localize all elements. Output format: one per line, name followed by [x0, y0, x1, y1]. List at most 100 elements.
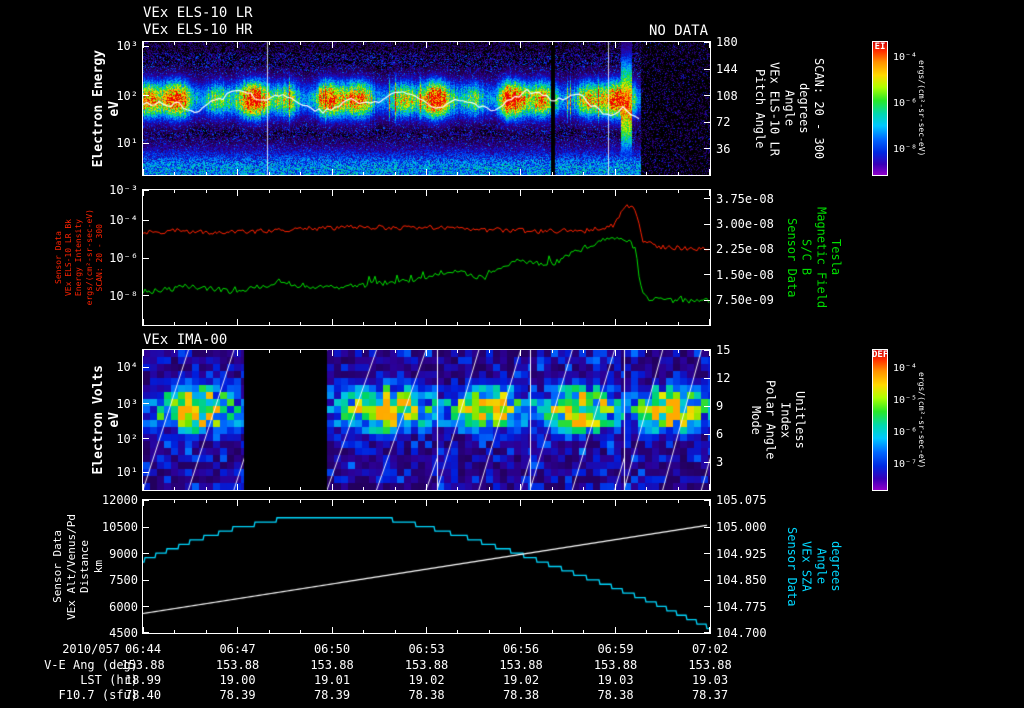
- bottom-row-value: 19.03: [597, 673, 634, 687]
- axis-tick-mark: [332, 169, 333, 175]
- axis-tick-mark: [704, 500, 710, 501]
- axis-tick-mark: [269, 630, 270, 633]
- bottom-row-value: 153.88: [688, 658, 732, 672]
- p1-right-tick-label: 180: [716, 35, 738, 50]
- panel-ima-spectrogram: [142, 349, 711, 491]
- axis-tick-mark: [143, 500, 144, 506]
- p3-left-tick-label: 10¹: [116, 465, 138, 480]
- axis-tick-mark: [457, 322, 458, 325]
- axis-tick-mark: [704, 632, 710, 633]
- p4-right-tick-label: 104.850: [716, 573, 767, 588]
- cb2-tick-label: 10⁻⁷: [893, 459, 918, 471]
- axis-tick-mark: [704, 148, 710, 149]
- p4-right-tick-label: 105.000: [716, 520, 767, 534]
- axis-tick-mark: [395, 630, 396, 633]
- axis-tick-mark: [269, 350, 270, 353]
- axis-tick-mark: [704, 42, 710, 43]
- plot-title-line2: VEx ELS-10 HR: [143, 22, 253, 38]
- date-label: 2010/057: [62, 642, 120, 656]
- axis-tick-mark: [704, 224, 710, 225]
- p2-y-axis-label-line: SCAN: 20 - 300: [94, 223, 104, 292]
- axis-tick-mark: [143, 484, 144, 490]
- axis-tick-mark: [489, 487, 490, 490]
- axis-tick-mark: [457, 42, 458, 45]
- axis-tick-mark: [583, 350, 584, 353]
- axis-tick-mark: [678, 190, 679, 193]
- axis-tick-mark: [332, 42, 333, 48]
- axis-tick-mark: [426, 627, 427, 633]
- axis-tick-mark: [143, 367, 149, 368]
- bottom-row-value: 153.88: [310, 658, 354, 672]
- bottom-row-value: 153.88: [404, 658, 449, 672]
- p4-right-axis-label-line: VEx SZA: [799, 541, 814, 592]
- p1-right-tick-label: 144: [716, 62, 738, 76]
- bottom-row-value: 78.38: [597, 688, 634, 702]
- axis-tick-mark: [206, 172, 207, 175]
- axis-tick-mark: [709, 42, 710, 48]
- axis-tick-mark: [426, 500, 427, 506]
- axis-tick-mark: [426, 190, 427, 196]
- axis-tick-mark: [709, 500, 710, 506]
- axis-tick-mark: [206, 42, 207, 45]
- bottom-row-value: 19.02: [408, 673, 445, 687]
- p4-y-axis-label: Sensor Data VEx Alt/Venus/Pd Distance km: [51, 500, 106, 633]
- p2-left-tick-label: 10⁻⁴: [109, 213, 138, 228]
- bottom-row-value: 153.88: [121, 658, 165, 672]
- axis-tick-mark: [143, 190, 144, 196]
- axis-tick-mark: [704, 95, 710, 96]
- axis-tick-mark: [489, 350, 490, 353]
- bottom-row-value: 78.38: [408, 688, 445, 702]
- p2-y-axis-label-line: ergs/(cm²-sr-sec-eV): [84, 209, 94, 306]
- panel-intensity-magnetic-field: [142, 189, 711, 326]
- bottom-row-value: 78.39: [313, 688, 351, 702]
- axis-tick-mark: [269, 42, 270, 45]
- cb2-units-label-line: ergs/(cm²-sr-sec-eV): [917, 371, 927, 469]
- p4-left-tick-label: 7500: [109, 573, 138, 588]
- p2-left-tick-label: 10⁻⁶: [109, 250, 138, 265]
- p4-right-tick-label: 104.925: [716, 546, 767, 561]
- axis-tick-mark: [583, 172, 584, 175]
- p1-right-axis-label-line: degrees: [797, 83, 812, 134]
- cb1-units-label: ergs/(cm²-sr-sec-eV): [917, 42, 926, 175]
- no-data-label: NO DATA: [649, 23, 709, 39]
- axis-tick-mark: [426, 42, 427, 48]
- axis-tick-mark: [583, 487, 584, 490]
- axis-tick-mark: [426, 484, 427, 490]
- bottom-row-value: 153.88: [215, 658, 260, 672]
- axis-tick-mark: [457, 500, 458, 503]
- axis-tick-mark: [646, 350, 647, 353]
- axis-tick-mark: [332, 350, 333, 356]
- p2-y-axis-label-line: Energy Intensity: [74, 218, 84, 297]
- axis-tick-mark: [704, 350, 710, 351]
- axis-tick-mark: [552, 190, 553, 193]
- axis-tick-mark: [269, 487, 270, 490]
- axis-tick-mark: [426, 319, 427, 325]
- axis-tick-mark: [704, 606, 710, 607]
- axis-tick-mark: [520, 350, 521, 356]
- axis-tick-mark: [709, 190, 710, 196]
- axis-tick-mark: [678, 42, 679, 45]
- axis-tick-mark: [457, 172, 458, 175]
- axis-tick-mark: [300, 500, 301, 503]
- axis-tick-mark: [704, 580, 710, 581]
- axis-tick-mark: [552, 487, 553, 490]
- axis-tick-mark: [363, 322, 364, 325]
- axis-tick-mark: [174, 487, 175, 490]
- p3-left-tick-label: 10⁴: [116, 360, 138, 375]
- axis-tick-mark: [457, 630, 458, 633]
- plot-title-line1: VEx ELS-10 LR: [143, 5, 253, 21]
- axis-tick-mark: [704, 553, 710, 554]
- cb1-tick-label: 10⁻⁸: [893, 144, 918, 156]
- axis-tick-mark: [426, 350, 427, 356]
- colorbar-ei-title: EI: [874, 42, 886, 52]
- axis-tick-mark: [363, 190, 364, 193]
- p4-left-tick-label: 4500: [109, 626, 138, 641]
- axis-tick-mark: [678, 630, 679, 633]
- bottom-row-value: 78.39: [219, 688, 256, 702]
- axis-tick-mark: [174, 42, 175, 45]
- axis-tick-mark: [300, 487, 301, 490]
- bottom-row-value: 78.37: [691, 688, 729, 702]
- axis-tick-mark: [552, 630, 553, 633]
- bottom-row-label: F10.7 (sfu): [58, 688, 138, 702]
- axis-tick-mark: [583, 42, 584, 45]
